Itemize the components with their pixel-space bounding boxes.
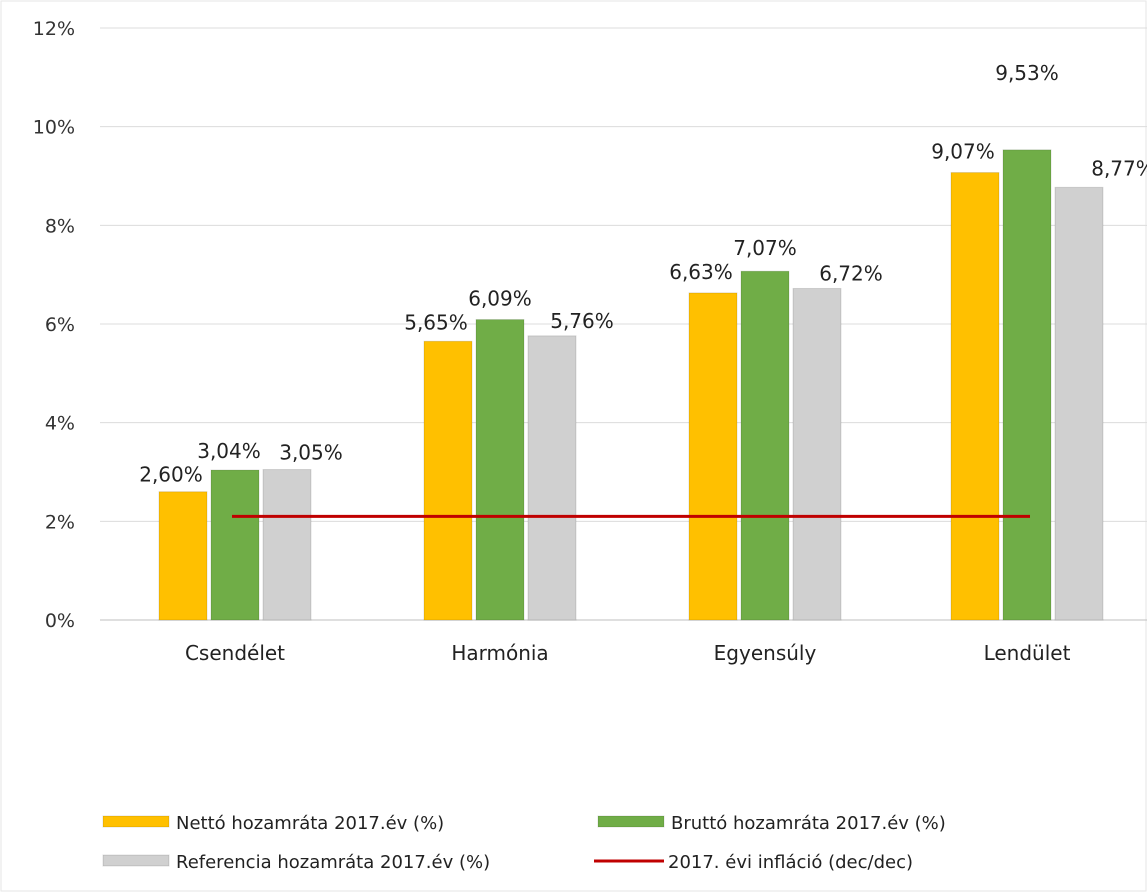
category-label: Egyensúly [714, 641, 817, 665]
y-tick-label: 10% [33, 117, 75, 139]
bar-nettó-1 [423, 340, 473, 621]
legend-referencia-swatch [102, 854, 170, 867]
y-tick-label: 0% [45, 610, 75, 632]
data-labels: 2,60%3,04% 3,05% 5,65%6,09% 5,76% 6,63%7,07%… [139, 61, 1147, 487]
bar-bruttó-0 [210, 469, 260, 621]
data-label: 2,60% [139, 463, 203, 487]
bar-bruttó-1 [475, 319, 525, 621]
bar-referencia-1 [527, 335, 577, 621]
bars [158, 149, 1104, 621]
data-label: 5,76% [550, 309, 614, 333]
category-label: Lendület [984, 641, 1071, 665]
y-tick-label: 2% [45, 511, 75, 533]
data-label: 9,53% [995, 61, 1059, 85]
bar-nettó-3 [950, 172, 1000, 621]
bar-nettó-0 [158, 491, 208, 621]
x-axis-category-labels: Csendélet Harmónia Egyensúly Lendület [185, 641, 1071, 665]
data-label: 6,72% [819, 261, 883, 285]
data-label: 3,05% [279, 441, 343, 465]
bar-bruttó-3 [1002, 149, 1052, 621]
bar-bruttó-2 [740, 270, 790, 621]
bar-referencia-3 [1054, 186, 1104, 621]
data-label: 7,07% [733, 236, 797, 260]
data-label: 3,04% [197, 439, 261, 463]
category-label: Harmónia [451, 641, 548, 665]
bar-nettó-2 [688, 292, 738, 621]
y-tick-label: 8% [45, 215, 75, 237]
legend-referencia-label: Referencia hozamráta 2017.év (%) [176, 852, 490, 873]
legend-netto-swatch [102, 815, 170, 828]
y-axis-tick-labels: 0% 2% 4% 6% 8% 10% 12% [33, 18, 75, 632]
bar-referencia-0 [262, 469, 312, 621]
legend-brutto-label: Bruttó hozamráta 2017.év (%) [671, 813, 946, 834]
legend-netto-label: Nettó hozamráta 2017.év (%) [176, 813, 444, 834]
y-tick-label: 12% [33, 18, 75, 40]
data-label: 9,07% [931, 140, 995, 164]
data-label: 6,63% [669, 260, 733, 284]
y-tick-label: 6% [45, 314, 75, 336]
legend-brutto-swatch [597, 815, 665, 828]
data-label: 5,65% [404, 310, 468, 334]
legend: Nettó hozamráta 2017.év (%) Bruttó hozamr… [102, 813, 946, 873]
data-label: 8,77% [1091, 156, 1147, 180]
bar-referencia-2 [792, 287, 842, 621]
data-label: 6,09% [468, 287, 532, 311]
y-tick-label: 4% [45, 413, 75, 435]
category-label: Csendélet [185, 641, 285, 665]
legend-inflacio-label: 2017. évi infláció (dec/dec) [668, 852, 913, 873]
